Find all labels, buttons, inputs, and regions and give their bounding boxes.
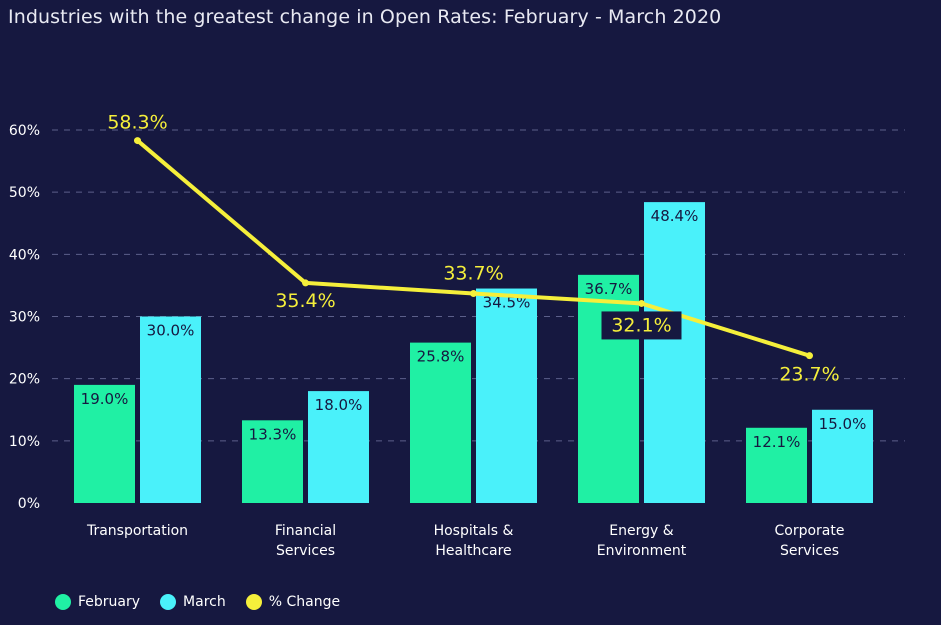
y-tick-label: 60% (9, 123, 40, 139)
bar-march (476, 288, 537, 503)
pct-change-label: 33.7% (443, 262, 503, 284)
legend-label-march: March (183, 594, 226, 610)
bar-february (410, 342, 471, 503)
pct-change-point (302, 279, 309, 287)
bar-february (74, 384, 135, 503)
x-tick-label: Environment (597, 543, 687, 559)
x-tick-label: Corporate (775, 523, 845, 539)
legend-swatch-march (160, 594, 177, 610)
bar-value-label: 15.0% (819, 415, 867, 433)
pct-change-label-bg (601, 311, 682, 340)
pct-change-line (136, 139, 811, 358)
bar-march (644, 202, 705, 503)
bar-february (578, 274, 639, 503)
x-tick-label: Hospitals & (434, 523, 514, 539)
bar-value-label: 18.0% (315, 396, 363, 414)
pct-change-point (134, 137, 141, 145)
y-tick-label: 40% (9, 247, 40, 263)
bar-march (812, 409, 873, 503)
bar-february (242, 420, 303, 503)
pct-change-point (638, 299, 645, 307)
bar-value-label: 19.0% (81, 390, 129, 408)
bar-value-label: 48.4% (651, 207, 699, 225)
x-tick-label: Healthcare (435, 543, 511, 559)
x-tick-label: Services (780, 543, 839, 559)
legend-swatch-pct-change (245, 594, 262, 610)
legend-label-february: February (78, 594, 141, 610)
bar-value-label: 13.3% (249, 425, 297, 443)
pct-change-point (470, 289, 477, 297)
legend-item-march[interactable]: March (160, 594, 226, 610)
x-tick-label: Energy & (609, 523, 673, 539)
bar-march (308, 391, 369, 503)
legend: February March % Change (55, 594, 360, 610)
y-tick-label: 20% (9, 372, 40, 388)
legend-item-february[interactable]: February (55, 594, 140, 610)
bar-value-label: 25.8% (417, 348, 465, 366)
bar-value-label: 30.0% (147, 322, 195, 340)
bar-value-label: 12.1% (753, 433, 801, 451)
y-tick-label: 50% (9, 185, 40, 201)
x-tick-label: Financial (275, 523, 336, 539)
bar-value-label: 36.7% (585, 280, 633, 298)
y-tick-label: 10% (9, 434, 40, 450)
legend-label-pct-change: % Change (268, 594, 341, 610)
chart-plot: 0% 10% 20% 30% 40% 50% 60% 19.0% 13.3% 25.8% 36.7%… (9, 112, 905, 559)
pct-change-point (806, 352, 813, 360)
x-tick-label: Services (276, 543, 335, 559)
y-tick-label: 0% (18, 496, 40, 512)
bar-march (140, 316, 201, 503)
pct-change-label: 58.3% (107, 112, 167, 134)
legend-item-pct-change[interactable]: % Change (245, 594, 341, 610)
y-tick-label: 30% (9, 310, 40, 326)
legend-swatch-february (55, 594, 71, 610)
x-tick-label: Transportation (86, 523, 188, 539)
pct-change-label: 23.7% (779, 364, 839, 386)
chart-title: Industries with the greatest change in O… (8, 6, 722, 28)
bar-february (746, 427, 807, 503)
pct-change-label: 32.1% (611, 314, 671, 336)
pct-change-label: 35.4% (275, 290, 335, 312)
